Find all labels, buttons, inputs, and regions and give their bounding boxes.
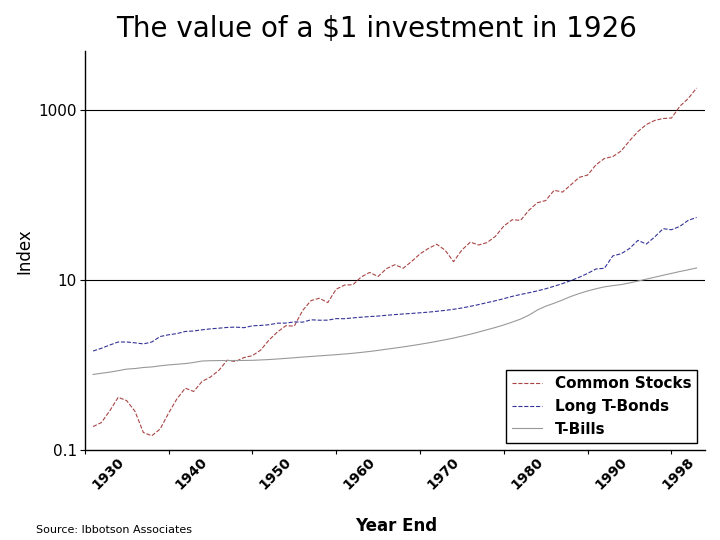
Line: Long T-Bonds: Long T-Bonds (93, 218, 697, 351)
Common Stocks (600, 155, 608, 161)
Common Stocks (231, 359, 240, 365)
Long T-Bonds (390, 312, 399, 318)
Common Stocks (148, 433, 156, 439)
Common Stocks (399, 265, 408, 272)
Text: Source: Ibbotson Associates: Source: Ibbotson Associates (36, 524, 192, 535)
Line: Common Stocks: Common Stocks (93, 88, 697, 436)
Text: The value of a $1 investment in 1926: The value of a $1 investment in 1926 (116, 15, 636, 43)
Common Stocks (298, 307, 307, 314)
Common Stocks (642, 122, 651, 128)
Common Stocks (89, 423, 97, 430)
T-Bills (290, 354, 299, 361)
Long T-Bonds (290, 319, 299, 325)
Long T-Bonds (608, 253, 617, 259)
Long T-Bonds (634, 237, 642, 244)
T-Bills (634, 278, 642, 284)
T-Bills (89, 371, 97, 377)
Common Stocks (617, 147, 626, 154)
Text: Year End: Year End (355, 517, 437, 535)
Line: T-Bills: T-Bills (93, 268, 697, 374)
Long T-Bonds (89, 348, 97, 354)
Y-axis label: Index: Index (15, 228, 33, 274)
T-Bills (223, 357, 232, 364)
T-Bills (390, 345, 399, 352)
Long T-Bonds (693, 214, 701, 221)
T-Bills (693, 265, 701, 271)
T-Bills (608, 282, 617, 289)
Common Stocks (693, 85, 701, 91)
Legend: Common Stocks, Long T-Bonds, T-Bills: Common Stocks, Long T-Bonds, T-Bills (505, 370, 698, 443)
Long T-Bonds (592, 266, 600, 272)
T-Bills (592, 286, 600, 292)
Long T-Bonds (223, 324, 232, 330)
